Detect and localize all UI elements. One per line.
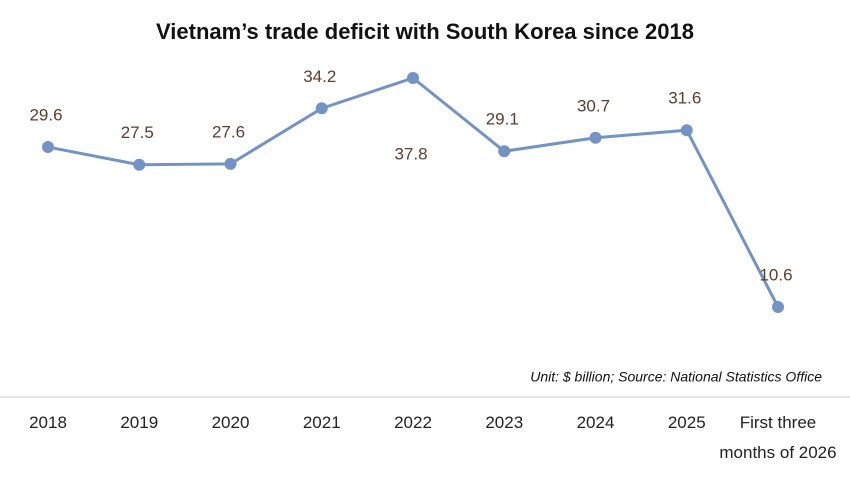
data-label: 31.6: [668, 89, 701, 108]
data-point: [315, 102, 328, 115]
chart-title: Vietnam’s trade deficit with South Korea…: [156, 19, 694, 44]
data-point: [772, 301, 784, 313]
x-tick-label: 2023: [485, 413, 524, 432]
data-point: [680, 124, 693, 137]
source-note: Unit: $ billion; Source: National Statis…: [530, 369, 822, 385]
data-label: 34.2: [303, 67, 336, 86]
data-label: 30.7: [577, 96, 610, 115]
x-tick-label: 2024: [576, 413, 615, 432]
data-point: [498, 145, 511, 158]
data-point: [133, 158, 146, 171]
x-tick-label: 2025: [667, 413, 706, 432]
x-tick-label: 2022: [394, 413, 432, 432]
data-label: 27.6: [212, 122, 245, 141]
x-tick-label: 2021: [302, 413, 341, 432]
x-tick-label: 2020: [211, 413, 250, 432]
data-label: 29.1: [486, 110, 519, 129]
data-point: [224, 157, 237, 170]
data-label: 29.6: [29, 106, 62, 125]
data-label: 10.6: [759, 265, 792, 284]
data-point: [42, 141, 54, 154]
x-tick-label: First three months of 2026: [719, 413, 837, 462]
line: [47, 76, 780, 308]
x-tick-label: 2019: [120, 413, 159, 432]
data-label: 37.8: [394, 144, 427, 163]
data-point: [407, 72, 419, 84]
data-point: [589, 131, 602, 144]
x-tick-label: 2018: [29, 413, 67, 432]
data-label: 27.5: [121, 123, 154, 142]
